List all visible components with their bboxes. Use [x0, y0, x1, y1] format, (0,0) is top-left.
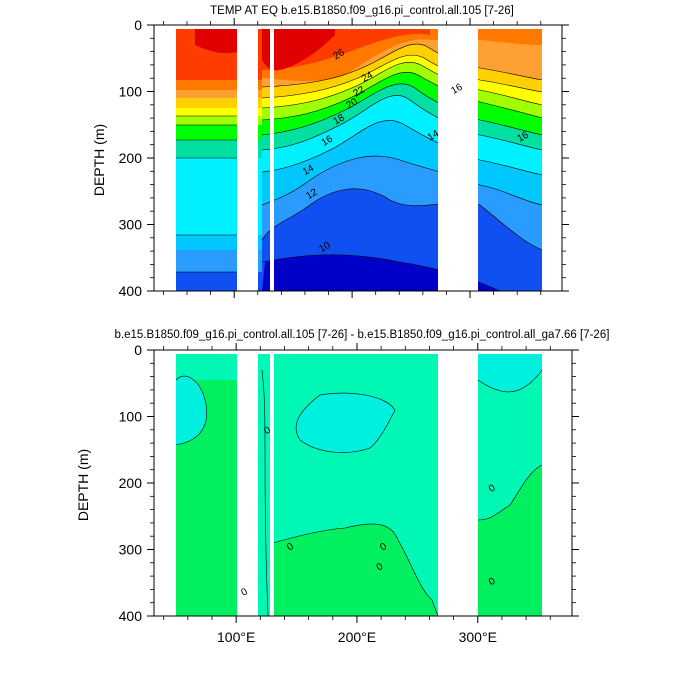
bottom-contour-label: 0: [487, 576, 498, 589]
top-x-ticks: [163, 18, 542, 298]
bottom-contour-line: [261, 369, 269, 616]
top-land-gap: [542, 25, 562, 291]
bottom-contour-label: 0: [487, 482, 498, 495]
top-y-tick-label: 300: [119, 217, 143, 233]
bottom-y-axis-label: DEPTH (m): [75, 449, 91, 521]
bottom-y-ticks: 0 100 200 300 400: [119, 342, 579, 624]
bottom-band-positive: [478, 465, 542, 616]
top-y-tick-label: 0: [134, 17, 142, 33]
top-contour-field: [154, 25, 562, 291]
top-chart-title: TEMP AT EQ b.e15.B1850.f09_g16.pi_contro…: [210, 5, 514, 17]
bottom-contour-label: 0: [239, 586, 250, 599]
bottom-contour-label: 0: [285, 541, 296, 554]
bottom-contour-label: 0: [262, 425, 273, 438]
top-land-gap: [237, 25, 258, 291]
bottom-y-tick-label: 0: [134, 342, 142, 358]
bottom-contour-labels: 0 0 0 0 0 0 0: [239, 425, 497, 599]
bottom-contour-line: [477, 464, 543, 521]
bottom-band-negative: [478, 350, 542, 392]
top-contour-label: 16: [320, 133, 336, 148]
top-contour-line: [261, 188, 543, 251]
top-land-gap: [438, 25, 478, 291]
bottom-undefined-strip: [154, 350, 176, 616]
bottom-contour-line: [295, 392, 396, 453]
top-contour-label: 14: [301, 163, 317, 178]
top-contour-label: 22: [352, 84, 368, 99]
bottom-x-tick-label: 200°E: [338, 629, 376, 645]
top-contour-label: 12: [304, 187, 320, 202]
top-y-tick-label: 200: [119, 150, 143, 166]
bottom-band-negative: [296, 393, 395, 453]
top-contour-label: 10: [317, 240, 333, 255]
bottom-contour-label: 0: [378, 541, 389, 554]
bottom-land-gap: [237, 350, 258, 616]
top-contour-line: [261, 54, 543, 99]
top-y-tick-label: 400: [119, 283, 143, 299]
bottom-band-negative: [176, 376, 207, 445]
top-y-tick-label: 100: [119, 84, 143, 100]
top-contour-label: 24: [360, 70, 376, 85]
bottom-contour-label: 0: [375, 561, 386, 574]
bottom-x-tick-label: 300°E: [459, 629, 497, 645]
bottom-x-ticks: 100°E 200°E 300°E: [163, 343, 551, 645]
top-band-28: [195, 25, 335, 71]
bottom-x-tick-label: 100°E: [217, 629, 255, 645]
top-contour-label: 26: [331, 47, 347, 62]
bottom-contour-line: [477, 369, 543, 393]
top-contour-label: 20: [344, 96, 360, 111]
top-surface-strip: [154, 25, 562, 29]
bottom-land-gap: [438, 350, 478, 616]
top-contour-line: [261, 43, 543, 88]
top-contour-lines: [176, 43, 543, 291]
top-contour-line: [261, 83, 543, 136]
top-contour-line: [176, 115, 237, 273]
bottom-surface-strip: [154, 350, 572, 354]
top-y-ticks: 0 100 200 300 400: [119, 17, 569, 299]
bottom-land-gap: [270, 350, 274, 616]
bottom-land-gap: [542, 350, 572, 616]
bottom-y-tick-label: 300: [119, 542, 143, 558]
top-contour-line: [261, 72, 543, 121]
bottom-chart-title: b.e15.B1850.f09_g16.pi_control.all.105 […: [115, 329, 610, 341]
top-y-axis-label: DEPTH (m): [91, 124, 107, 196]
top-contour-line: [261, 155, 543, 206]
top-contour-label: 18: [331, 112, 347, 127]
bottom-band-positive: [270, 523, 438, 616]
top-land-gap: [270, 25, 274, 291]
bottom-contour-field: [154, 350, 572, 616]
bottom-y-tick-label: 200: [119, 475, 143, 491]
top-land-masks: [154, 25, 562, 291]
bottom-contour-line: [269, 523, 439, 616]
bottom-land-masks: [154, 350, 572, 616]
top-contour-label: 16: [515, 129, 531, 144]
bottom-y-tick-label: 400: [119, 608, 143, 624]
top-contour-line: [261, 120, 543, 176]
top-undefined-strip: [154, 25, 176, 291]
top-contour-line: [261, 62, 543, 109]
top-contour-line: [261, 95, 543, 151]
top-contour-label: 16: [449, 82, 465, 97]
bottom-y-tick-label: 100: [119, 409, 143, 425]
top-contour-label: 14: [426, 128, 442, 143]
